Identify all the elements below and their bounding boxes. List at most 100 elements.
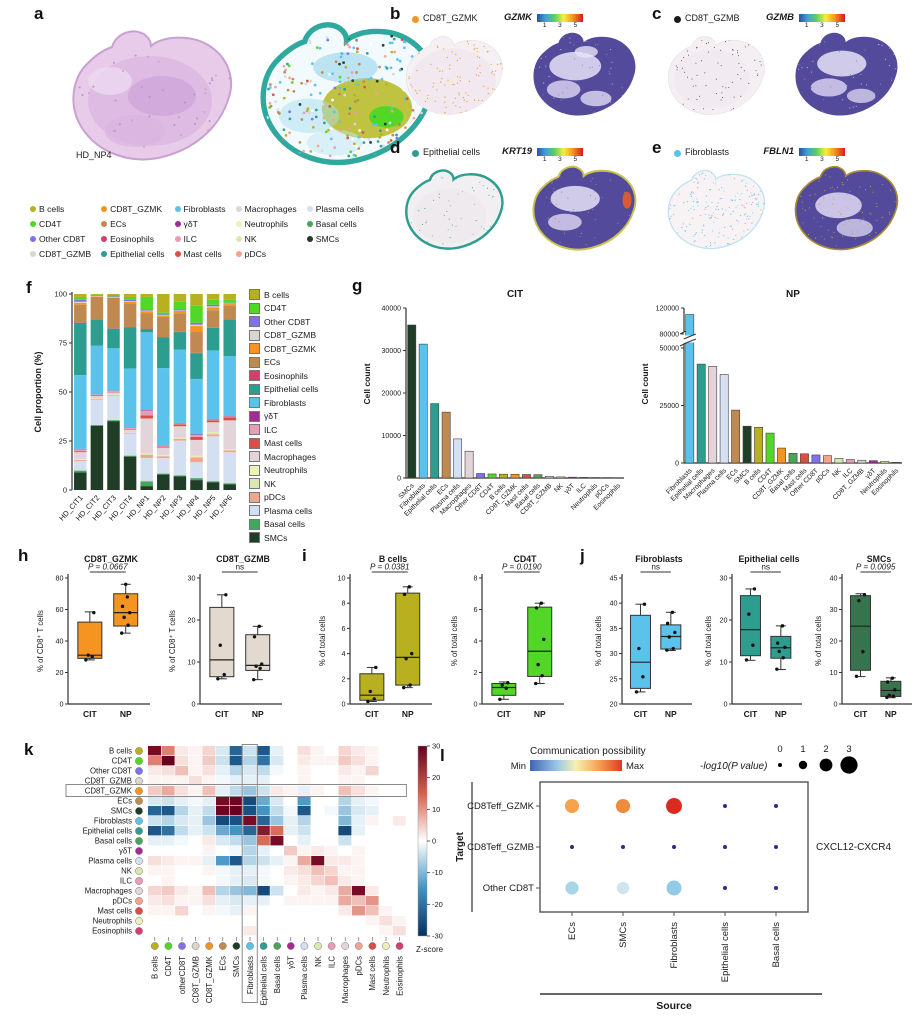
boxplot-fibroblasts: Fibroblasts 20 25 30 35 40 45 % of total cells C… xyxy=(594,554,692,719)
svg-text:B cells: B cells xyxy=(109,747,132,756)
gene-expression-map xyxy=(533,32,636,116)
svg-text:Eosinophils: Eosinophils xyxy=(92,927,132,936)
svg-text:2: 2 xyxy=(342,674,346,683)
expression-colorbar xyxy=(537,14,583,22)
legend-swatch xyxy=(249,464,260,476)
svg-text:Max: Max xyxy=(626,761,644,772)
boxplot-smcs: SMCs 0 10 20 30 40 % of total cells CIT NP P = 0.… xyxy=(814,554,912,719)
sample-label: HD_NP4 xyxy=(76,150,112,160)
legend-swatch xyxy=(174,220,181,227)
legend-item: ILC xyxy=(249,423,318,437)
legend-item: Basal cells xyxy=(306,216,365,231)
svg-text:60: 60 xyxy=(56,605,64,614)
legend-swatch xyxy=(249,437,260,449)
legend-item: Mast cells xyxy=(249,437,318,451)
svg-text:CD8T_GZMB: CD8T_GZMB xyxy=(216,554,270,564)
legend-label: Fibroblasts xyxy=(264,397,307,408)
legend-label: Fibroblasts xyxy=(183,203,226,214)
cell-type-label: CD8T_GZMB xyxy=(685,13,740,23)
svg-text:ILC: ILC xyxy=(120,877,133,886)
legend-swatch xyxy=(174,205,181,212)
svg-text:Macrophages: Macrophages xyxy=(341,956,350,1003)
legend-label: Macrophages xyxy=(244,203,297,214)
legend-swatch xyxy=(235,220,242,227)
svg-text:CIT: CIT xyxy=(497,709,512,719)
svg-text:CD8T_GZMB: CD8T_GZMB xyxy=(191,956,200,1003)
svg-text:Cell count: Cell count xyxy=(640,363,650,404)
legend-swatch xyxy=(249,343,260,355)
svg-text:NP: NP xyxy=(252,709,264,719)
svg-text:100: 100 xyxy=(54,290,67,299)
expression-colorbar xyxy=(799,148,845,156)
boxplot-cd8t-gzmk: CD8T_GZMK 0 20 40 60 80 % of CD8⁺ T cells CIT NP… xyxy=(36,554,150,719)
svg-text:0: 0 xyxy=(834,700,838,709)
gene-label: KRT19 xyxy=(502,146,532,157)
svg-text:40: 40 xyxy=(830,574,838,583)
svg-text:Epithelial cells: Epithelial cells xyxy=(738,554,799,564)
gene-label: GZMK xyxy=(504,12,532,23)
legend-item: SMCs xyxy=(249,531,318,545)
legend-swatch xyxy=(101,205,108,212)
svg-text:80000: 80000 xyxy=(660,332,680,339)
svg-text:25: 25 xyxy=(610,674,618,683)
legend-label: Other CD8T xyxy=(39,233,86,244)
svg-text:ns: ns xyxy=(761,563,770,572)
legend-swatch xyxy=(306,235,313,242)
svg-text:CIT: CIT xyxy=(215,709,230,719)
svg-text:% of CD8⁺ T cells: % of CD8⁺ T cells xyxy=(36,610,45,672)
svg-text:P = 0.0667: P = 0.0667 xyxy=(88,563,128,572)
legend-item: γδT xyxy=(249,410,318,424)
legend-label: Epithelial cells xyxy=(264,384,319,395)
legend-label: B cells xyxy=(39,203,65,214)
legend-label: Epithelial cells xyxy=(110,248,165,259)
panel-j-label: j xyxy=(580,546,585,565)
svg-text:20: 20 xyxy=(720,616,728,625)
legend-item: CD4T xyxy=(249,302,318,316)
svg-text:0: 0 xyxy=(432,837,436,846)
svg-text:NK: NK xyxy=(553,482,565,494)
legend-label: Basal cells xyxy=(264,519,306,530)
legend-swatch xyxy=(249,451,260,463)
svg-text:Basal cells: Basal cells xyxy=(95,837,132,846)
svg-text:20000: 20000 xyxy=(382,391,402,398)
svg-text:50: 50 xyxy=(59,388,67,397)
svg-text:30: 30 xyxy=(720,574,728,583)
svg-text:0: 0 xyxy=(60,700,64,709)
svg-text:Source: Source xyxy=(656,1000,692,1012)
boxplot-cd8t-gzmb: CD8T_GZMB 0 10 20 30 % of CD8⁺ T cells CIT NP ns xyxy=(168,554,282,719)
legend-label: pDCs xyxy=(264,492,286,503)
legend-label: Eosinophils xyxy=(110,233,155,244)
svg-text:Mast cells: Mast cells xyxy=(97,907,132,916)
svg-text:Basal cells: Basal cells xyxy=(273,956,282,993)
cell-type-label: Fibroblasts xyxy=(685,147,730,157)
svg-text:20: 20 xyxy=(56,668,64,677)
svg-text:10: 10 xyxy=(432,805,440,814)
svg-text:40000: 40000 xyxy=(382,306,402,313)
legend-item: ECs xyxy=(101,216,165,231)
svg-text:% of total cells: % of total cells xyxy=(814,616,823,666)
svg-text:CIT: CIT xyxy=(854,709,869,719)
legend-label: ILC xyxy=(183,233,197,244)
legend-item: Neutrophils xyxy=(249,464,318,478)
svg-text:4: 4 xyxy=(474,637,478,646)
celltype-spatial-map xyxy=(668,36,765,115)
legend-swatch xyxy=(174,235,181,242)
legend-label: SMCs xyxy=(315,233,340,244)
cell-type-dot xyxy=(412,150,419,157)
svg-text:CD8T_GZMK: CD8T_GZMK xyxy=(85,787,133,796)
svg-text:-20: -20 xyxy=(432,900,443,909)
legend-label: Other CD8T xyxy=(264,316,311,327)
communication-dotplot: Communication possibility Min Max -log10(P … xyxy=(455,744,891,1012)
legend-item: γδT xyxy=(174,216,227,231)
svg-text:Mast cells: Mast cells xyxy=(368,956,377,991)
cell-type-label: CD8T_GZMK xyxy=(423,13,478,23)
legend-item: CD8T_GZMK xyxy=(249,342,318,356)
svg-text:1: 1 xyxy=(800,744,805,755)
svg-text:P = 0.0190: P = 0.0190 xyxy=(502,563,542,572)
svg-text:CD4T: CD4T xyxy=(514,554,538,564)
svg-text:γδT: γδT xyxy=(287,956,296,969)
